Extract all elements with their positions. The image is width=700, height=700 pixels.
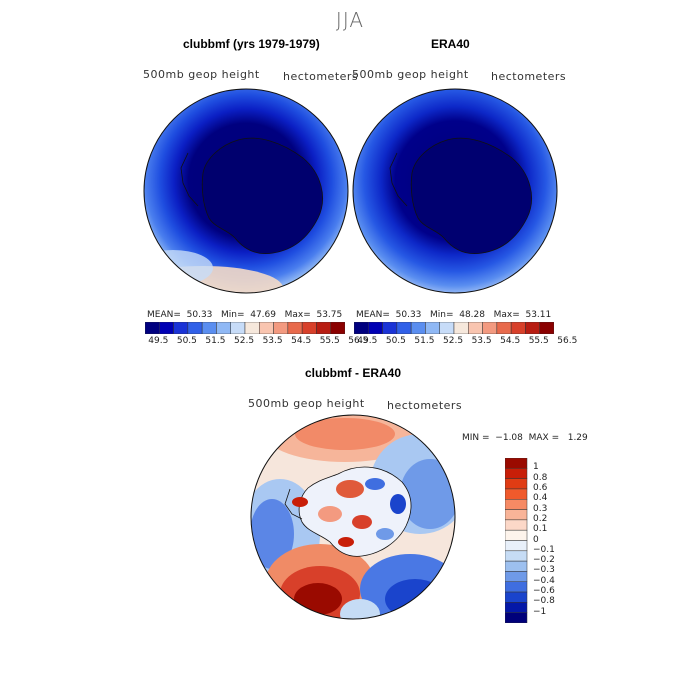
diff-title: clubbmf - ERA40 [305,366,402,380]
panel1-title: clubbmf (yrs 1979-1979) [183,37,320,51]
diff-colorbar-swatch [505,550,528,562]
panel1-field-label: 500mb geop height [143,68,260,81]
panel1-colorbar [145,322,345,334]
colorbar-swatch [159,322,174,334]
panel2-units-label: hectometers [491,70,567,83]
diff-colorbar [505,458,528,623]
colorbar-swatch [396,322,412,334]
colorbar-tick-label: 54.5 [500,336,521,346]
diff-colorbar-tick-label: 0.2 [533,513,548,524]
diff-colorbar-tick-label: 0.6 [533,482,548,493]
colorbar-swatch [145,322,160,334]
diff-colorbar-swatch [505,560,528,572]
colorbar-swatch [453,322,469,334]
colorbar-swatch [287,322,303,334]
colorbar-tick-label: 56.5 [557,336,578,346]
colorbar-swatch [301,322,317,334]
colorbar-swatch [173,322,189,334]
colorbar-tick-label: 51.5 [205,336,226,346]
diff-map [250,414,456,620]
colorbar-swatch [187,322,203,334]
colorbar-tick-label: 55.5 [319,336,340,346]
colorbar-swatch [244,322,260,334]
colorbar-tick-label: 50.5 [385,336,406,346]
diff-colorbar-tick-label: 0 [533,534,539,545]
panel2-colorbar-ticks: 49.5 50.5 51.5 52.5 53.5 54.5 55.5 56.5 [347,336,577,348]
colorbar-tick-label: 56.5 [348,336,369,346]
colorbar-swatch [382,322,398,334]
diff-stats: MIN = −1.08 MAX = 1.29 [462,433,588,443]
colorbar-tick-label: 49.5 [148,336,169,346]
colorbar-swatch [259,322,274,334]
diff-colorbar-tick-label: 0.8 [533,472,548,483]
diff-colorbar-tick-label: 1 [533,462,539,473]
diff-colorbar-swatch [505,519,528,531]
diff-colorbar-swatch [505,540,528,552]
diff-colorbar-tick-label: 0.3 [533,503,548,514]
colorbar-swatch [525,322,540,334]
diff-units-label: hectometers [387,399,463,412]
colorbar-swatch [410,322,426,334]
diff-colorbar-tick-label: −0.2 [533,555,555,566]
colorbar-swatch [316,322,331,334]
panel1-units-label: hectometers [283,70,359,83]
diff-colorbar-swatch [505,509,528,521]
diff-colorbar-tick-label: −0.6 [533,586,555,597]
panel2-colorbar [354,322,554,334]
panel2-title: ERA40 [431,37,470,51]
colorbar-tick-label: 52.5 [443,336,464,346]
diff-colorbar-ticks: 1 0.8 0.6 0.4 0.3 0.2 0.1 0 −0.1 −0.2 −0.3 −0.4 −0.6… [533,458,593,623]
colorbar-tick-label: 49.5 [357,336,378,346]
colorbar-swatch [482,322,498,334]
panel1-colorbar-ticks: 49.5 50.5 51.5 52.5 53.5 54.5 55.5 56.5 [138,336,368,348]
panel1-map [143,88,349,294]
colorbar-tick-label: 54.5 [291,336,312,346]
diff-colorbar-tick-label: 0.4 [533,493,548,504]
colorbar-tick-label: 53.5 [471,336,492,346]
diff-colorbar-swatch [505,612,528,623]
panel2-map [352,88,558,294]
panel1-stats: MEAN= 50.33 Min= 47.69 Max= 53.75 [147,310,343,320]
diff-colorbar-tick-label: −0.3 [533,565,555,576]
colorbar-tick-label: 51.5 [414,336,435,346]
colorbar-swatch [425,322,440,334]
diff-colorbar-swatch [505,468,528,479]
colorbar-tick-label: 52.5 [234,336,255,346]
diff-colorbar-tick-label: 0.1 [533,524,548,535]
colorbar-swatch [216,322,231,334]
colorbar-swatch [201,322,217,334]
colorbar-swatch [439,322,455,334]
colorbar-swatch [468,322,483,334]
colorbar-swatch [273,322,289,334]
colorbar-swatch [510,322,526,334]
colorbar-tick-label: 50.5 [176,336,197,346]
panel2-field-label: 500mb geop height [352,68,469,81]
diff-colorbar-tick-label: −0.8 [533,596,555,607]
diff-colorbar-swatch [505,529,528,541]
diff-colorbar-swatch [505,571,528,582]
diff-colorbar-swatch [505,458,528,469]
diff-field-label: 500mb geop height [248,397,365,410]
diff-colorbar-tick-label: −0.1 [533,544,555,555]
diff-colorbar-swatch [505,602,528,613]
panel2-stats: MEAN= 50.33 Min= 48.28 Max= 53.11 [356,310,552,320]
colorbar-swatch [354,322,369,334]
colorbar-swatch [368,322,383,334]
season-title: JJA [335,8,365,32]
colorbar-tick-label: 53.5 [262,336,283,346]
diff-colorbar-swatch [505,499,528,510]
colorbar-swatch [330,322,345,334]
diff-colorbar-swatch [505,591,528,603]
diff-colorbar-swatch [505,478,528,490]
colorbar-swatch [496,322,512,334]
colorbar-tick-label: 55.5 [528,336,549,346]
diff-colorbar-tick-label: −0.4 [533,575,555,586]
diff-colorbar-tick-label: −1 [533,606,547,617]
colorbar-swatch [539,322,554,334]
diff-colorbar-swatch [505,581,528,593]
colorbar-swatch [230,322,246,334]
diff-colorbar-swatch [505,488,528,500]
